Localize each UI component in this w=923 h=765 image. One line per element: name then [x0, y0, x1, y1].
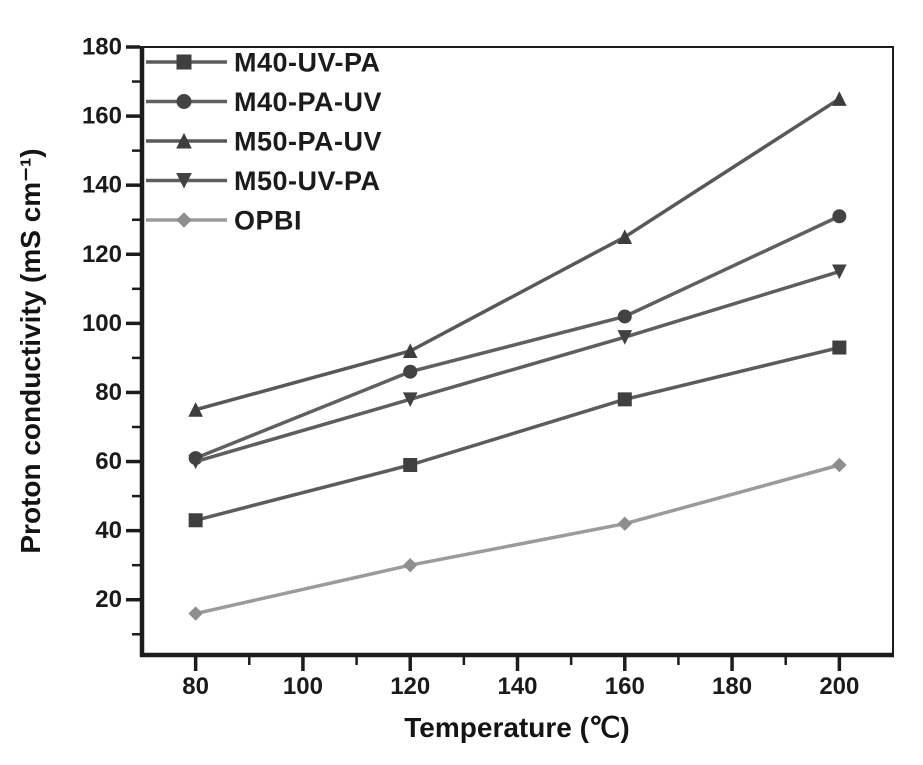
series-line-M40-PA-UV	[194, 214, 841, 460]
data-marker-M40-PA-UV-160	[617, 309, 632, 324]
y-tick-label: 180	[82, 34, 122, 61]
data-marker-M50-PA-UV-200	[832, 91, 847, 106]
series-line-M50-UV-PA	[195, 269, 840, 464]
data-marker-M50-PA-UV-160	[617, 229, 633, 244]
data-marker-OPBI-120	[403, 557, 418, 573]
data-marker-M40-PA-UV-120	[403, 364, 418, 379]
legend-marker-OPBI	[176, 212, 192, 228]
legend-marker-M40-PA-UV	[176, 94, 192, 109]
data-marker-OPBI-200	[832, 457, 847, 473]
data-marker-OPBI-80	[188, 606, 203, 621]
data-marker-M40-UV-PA-80	[188, 513, 203, 528]
data-marker-M50-PA-UV-120	[402, 343, 418, 358]
y-tick-label: 80	[95, 379, 122, 406]
series-line-OPBI	[195, 463, 840, 616]
y-tick-label: 20	[95, 586, 122, 613]
legend-marker-M50-PA-UV	[176, 132, 192, 149]
x-axis-label: Temperature (℃)	[404, 712, 629, 743]
legend-marker-M40-UV-PA	[176, 54, 192, 70]
x-tick-label: 140	[497, 673, 537, 700]
y-tick-label: 120	[82, 241, 122, 268]
y-tick-label: 140	[82, 172, 122, 199]
data-marker-M40-PA-UV-200	[832, 209, 847, 224]
data-marker-M40-UV-PA-160	[617, 392, 632, 407]
legend-label-M50-PA-UV: M50-PA-UV	[234, 127, 382, 157]
x-tick-label: 160	[605, 673, 645, 700]
x-tick-label: 200	[819, 673, 859, 700]
legend-label-M50-UV-PA: M50-UV-PA	[234, 166, 381, 196]
legend-label-OPBI: OPBI	[234, 206, 302, 236]
legend-marker-M50-UV-PA	[176, 173, 192, 189]
y-tick-label: 100	[82, 310, 122, 337]
data-marker-M40-UV-PA-200	[832, 340, 847, 355]
legend-label-M40-PA-UV: M40-PA-UV	[234, 87, 382, 117]
data-marker-M50-PA-UV-80	[188, 402, 203, 417]
data-marker-M50-UV-PA-200	[832, 264, 847, 280]
y-tick-label: 40	[95, 517, 122, 544]
y-axis-label: Proton conductivity (mS cm⁻¹)	[15, 148, 46, 553]
y-tick-label: 60	[95, 448, 122, 475]
x-tick-label: 180	[712, 673, 752, 700]
series-line-M50-PA-UV	[195, 97, 841, 412]
data-marker-M50-UV-PA-160	[617, 330, 633, 345]
y-tick-label: 160	[82, 103, 122, 130]
x-tick-label: 120	[390, 673, 430, 700]
x-tick-label: 80	[182, 673, 209, 700]
legend-label-M40-UV-PA: M40-UV-PA	[234, 48, 381, 78]
x-tick-label: 100	[283, 673, 323, 700]
data-marker-M50-UV-PA-120	[402, 392, 418, 407]
series-line-M40-UV-PA	[195, 345, 840, 522]
data-marker-M40-UV-PA-120	[403, 458, 418, 472]
data-marker-OPBI-160	[617, 516, 632, 531]
data-marker-M50-UV-PA-80	[188, 454, 203, 470]
